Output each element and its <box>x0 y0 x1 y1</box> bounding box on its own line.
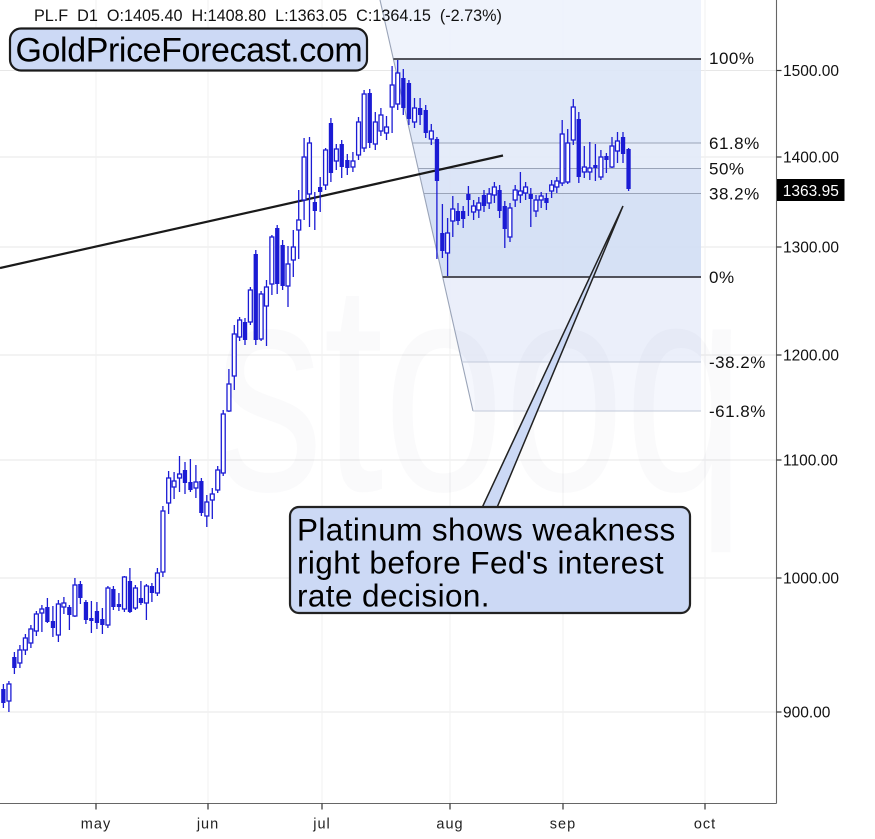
svg-text:-38.2%: -38.2% <box>709 353 766 372</box>
svg-text:1300.00: 1300.00 <box>783 239 839 256</box>
svg-text:sep: sep <box>550 817 576 833</box>
svg-text:Platinum shows weakness: Platinum shows weakness <box>297 512 676 548</box>
svg-text:1100.00: 1100.00 <box>783 452 838 469</box>
svg-text:stooq: stooq <box>215 218 745 556</box>
svg-text:1363.95: 1363.95 <box>783 183 839 200</box>
svg-text:GoldPriceForecast.com: GoldPriceForecast.com <box>16 32 363 70</box>
svg-text:may: may <box>81 817 111 833</box>
svg-text:PL.F D1 O:1405.40 H:1408.80: PL.F D1 O:1405.40 H:1408.80 L:1363.05 C:… <box>34 7 502 25</box>
svg-text:jun: jun <box>196 817 219 833</box>
svg-text:jul: jul <box>312 817 331 833</box>
svg-text:oct: oct <box>694 817 716 833</box>
svg-text:0%: 0% <box>709 268 735 287</box>
svg-text:1000.00: 1000.00 <box>783 570 839 587</box>
svg-text:right before Fed's interest: right before Fed's interest <box>297 545 664 581</box>
svg-text:-61.8%: -61.8% <box>709 402 766 421</box>
svg-text:rate decision.: rate decision. <box>297 578 490 614</box>
svg-text:38.2%: 38.2% <box>709 185 760 204</box>
svg-text:1400.00: 1400.00 <box>783 149 839 166</box>
svg-text:50%: 50% <box>709 160 745 179</box>
svg-text:1500.00: 1500.00 <box>783 63 839 80</box>
svg-text:1200.00: 1200.00 <box>783 347 839 364</box>
svg-text:100%: 100% <box>709 49 754 68</box>
svg-text:61.8%: 61.8% <box>709 134 760 153</box>
svg-text:900.00: 900.00 <box>783 704 831 721</box>
svg-text:aug: aug <box>436 817 463 833</box>
